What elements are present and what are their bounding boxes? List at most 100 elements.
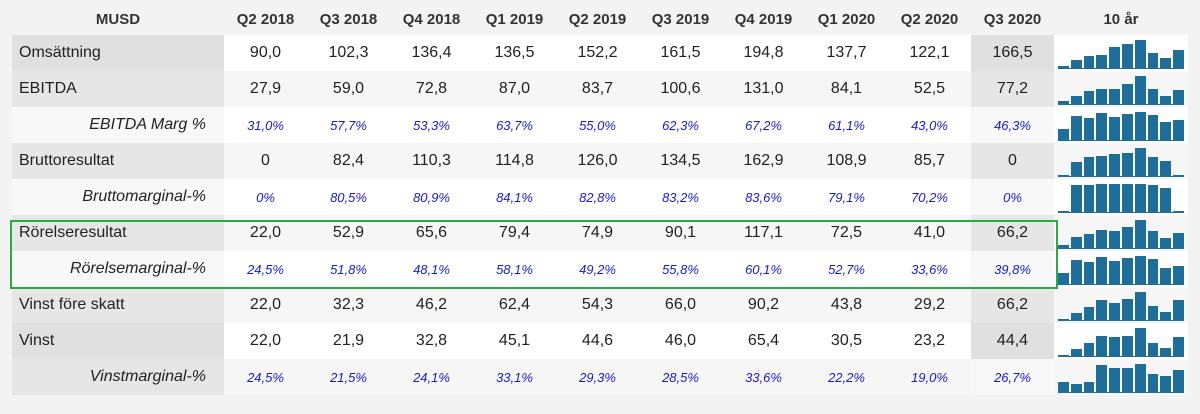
sparkline-bar (1147, 157, 1159, 176)
sparkline-chart (1058, 254, 1184, 285)
value-cell: 90,1 (639, 215, 722, 251)
value-cell: 23,2 (888, 323, 971, 359)
value-cell: 134,5 (639, 143, 722, 179)
table-row: EBITDA 27,9 59,0 72,8 87,0 83,7 100,6 131,0 84,1… (12, 71, 1188, 107)
sparkline-cell[interactable] (1054, 323, 1188, 359)
sparkline-bar (1134, 184, 1146, 212)
sparkline-bar (1147, 89, 1159, 104)
sparkline-bar (1109, 184, 1120, 212)
sparkline-bar (1083, 91, 1095, 104)
period-header[interactable]: Q1 2019 (473, 3, 556, 35)
value-cell: 117,1 (722, 215, 805, 251)
value-cell: 24,5% (224, 251, 307, 287)
period-header[interactable]: Q2 2018 (224, 3, 307, 35)
period-header[interactable]: Q2 2019 (556, 3, 639, 35)
sparkline-bar (1083, 382, 1095, 392)
value-cell: 90,0 (224, 35, 307, 71)
value-cell: 27,9 (224, 71, 307, 107)
sparkline-bar (1134, 148, 1146, 176)
value-cell: 122,1 (888, 35, 971, 71)
value-cell: 57,7% (307, 107, 390, 143)
sparkline-bar (1083, 343, 1095, 356)
value-cell: 126,0 (556, 143, 639, 179)
period-header[interactable]: Q4 2018 (390, 3, 473, 35)
period-header[interactable]: Q3 2019 (639, 3, 722, 35)
sparkline-bar (1160, 238, 1172, 248)
value-cell: 67,2% (722, 107, 805, 143)
sparkline-bar (1121, 227, 1133, 248)
sparkline-bar (1147, 343, 1159, 356)
row-label: Vinst före skatt (12, 287, 224, 323)
sparkline-bar (1134, 40, 1146, 68)
trend-header[interactable]: 10 år (1054, 3, 1188, 35)
sparkline-bar (1109, 261, 1120, 284)
value-cell: 0% (224, 179, 307, 215)
sparkline-bar (1058, 382, 1069, 392)
value-cell: 39,8% (971, 251, 1054, 287)
row-label: Vinst (12, 323, 224, 359)
value-cell: 32,3 (307, 287, 390, 323)
sparkline-chart (1058, 110, 1184, 141)
sparkline-bar (1173, 90, 1184, 104)
sparkline-bar (1083, 307, 1095, 320)
sparkline-bar (1121, 153, 1133, 176)
sparkline-bar (1096, 257, 1108, 284)
sparkline-cell[interactable] (1054, 107, 1188, 143)
value-cell: 131,0 (722, 71, 805, 107)
sparkline-bar (1083, 56, 1095, 68)
value-cell: 83,6% (722, 179, 805, 215)
sparkline-chart (1058, 146, 1184, 177)
period-header[interactable]: Q3 2018 (307, 3, 390, 35)
row-label: Rörelseresultat (12, 215, 224, 251)
period-header[interactable]: Q3 2020 (971, 3, 1054, 35)
value-cell: 0 (971, 143, 1054, 179)
value-cell: 65,4 (722, 323, 805, 359)
table-row: Bruttomarginal-% 0% 80,5% 80,9% 84,1% 82,8% 83… (12, 179, 1188, 215)
sparkline-cell[interactable] (1054, 71, 1188, 107)
value-cell: 46,3% (971, 107, 1054, 143)
value-cell: 90,2 (722, 287, 805, 323)
sparkline-cell[interactable] (1054, 179, 1188, 215)
sparkline-cell[interactable] (1054, 251, 1188, 287)
sparkline-bar (1058, 273, 1069, 284)
period-header[interactable]: Q2 2020 (888, 3, 971, 35)
row-label: Rörelsemarginal-% (12, 251, 224, 287)
value-cell: 24,5% (224, 359, 307, 395)
sparkline-cell[interactable] (1054, 143, 1188, 179)
sparkline-bar (1096, 230, 1108, 248)
value-cell: 61,1% (805, 107, 888, 143)
value-cell: 26,7% (971, 359, 1054, 395)
sparkline-bar (1147, 306, 1159, 320)
sparkline-cell[interactable] (1054, 359, 1188, 395)
value-cell: 110,3 (390, 143, 473, 179)
sparkline-bar (1121, 84, 1133, 104)
value-cell: 136,4 (390, 35, 473, 71)
sparkline-bar (1096, 156, 1108, 176)
sparkline-bar (1083, 118, 1095, 140)
sparkline-cell[interactable] (1054, 287, 1188, 323)
value-cell: 46,0 (639, 323, 722, 359)
sparkline-bar (1109, 117, 1120, 140)
sparkline-chart (1058, 290, 1184, 321)
value-cell: 80,9% (390, 179, 473, 215)
sparkline-bar (1134, 112, 1146, 140)
value-cell: 114,8 (473, 143, 556, 179)
period-header[interactable]: Q1 2020 (805, 3, 888, 35)
sparkline-bar (1058, 211, 1069, 212)
row-label: EBITDA (12, 71, 224, 107)
sparkline-cell[interactable] (1054, 215, 1188, 251)
sparkline-bar (1058, 245, 1069, 248)
value-cell: 22,2% (805, 359, 888, 395)
sparkline-bar (1109, 368, 1120, 392)
value-cell: 54,3 (556, 287, 639, 323)
sparkline-bar (1121, 44, 1133, 68)
sparkline-bar (1070, 384, 1082, 392)
value-cell: 79,4 (473, 215, 556, 251)
value-cell: 21,5% (307, 359, 390, 395)
sparkline-cell[interactable] (1054, 35, 1188, 71)
value-cell: 29,2 (888, 287, 971, 323)
value-cell: 46,2 (390, 287, 473, 323)
period-header[interactable]: Q4 2019 (722, 3, 805, 35)
sparkline-bar (1058, 129, 1069, 140)
sparkline-bar (1096, 336, 1108, 356)
